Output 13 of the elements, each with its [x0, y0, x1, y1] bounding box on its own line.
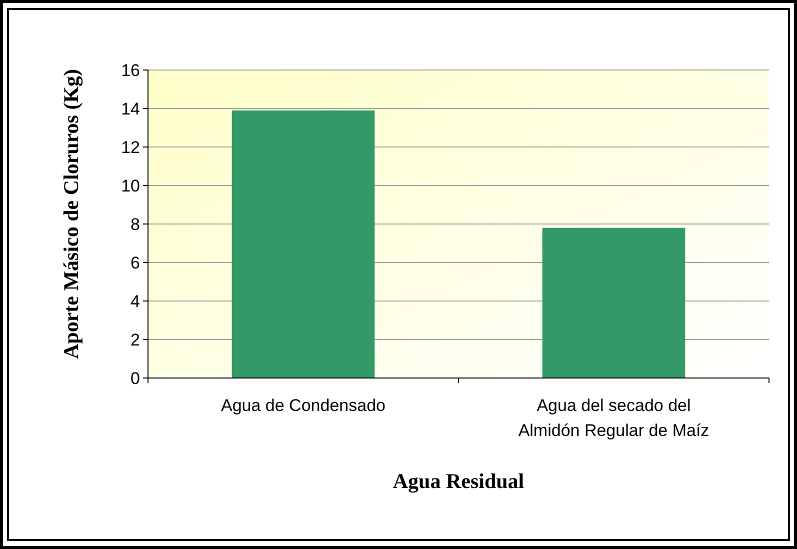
- y-tick-label: 12: [121, 138, 140, 157]
- y-axis-title: Aporte Másico de Cloruros (Kg): [59, 68, 83, 360]
- y-tick-label: 14: [121, 99, 140, 118]
- y-tick-label: 10: [121, 176, 140, 196]
- y-tick-label: 6: [130, 253, 140, 272]
- x-axis-title: Agua Residual: [392, 469, 524, 493]
- x-tick-label: Agua de Condensado: [221, 396, 386, 415]
- y-tick-label: 2: [130, 330, 140, 350]
- x-tick-label: Agua del secado del Almidón Regular de Maíz: [518, 396, 710, 440]
- y-tick-label: 8: [130, 214, 140, 234]
- y-tick-label: 16: [121, 60, 140, 80]
- y-tick-label: 4: [130, 292, 140, 311]
- y-tick-label: 0: [130, 368, 140, 388]
